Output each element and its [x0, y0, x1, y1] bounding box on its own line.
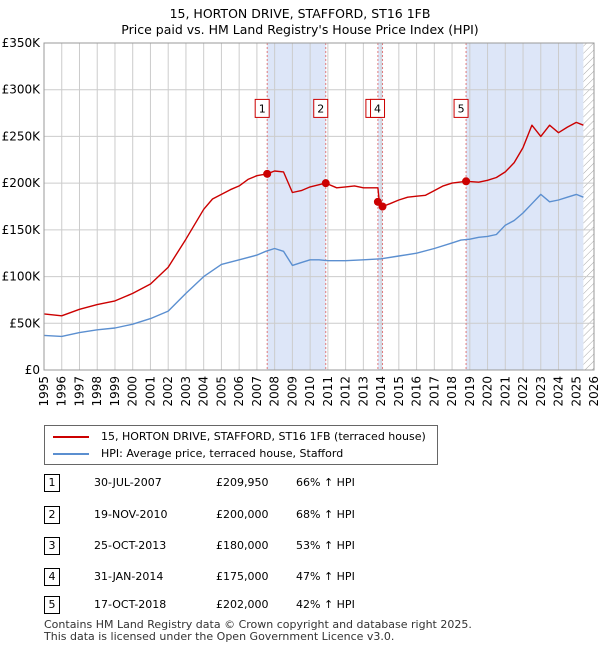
property-price-line	[43, 121, 584, 317]
x-tick-label: 2018	[445, 376, 459, 407]
sale-number-badge: 5	[44, 596, 60, 614]
sale-price: £180,000	[216, 539, 269, 552]
x-tick-label: 2000	[126, 376, 140, 407]
shaded-period	[466, 43, 584, 370]
sale-number-badge: 4	[44, 568, 60, 586]
sale-marker-box	[313, 98, 329, 118]
y-tick-label: £200K	[2, 176, 42, 190]
x-tick-label: 2014	[374, 376, 388, 407]
legend-swatch-property	[53, 436, 89, 438]
sale-marker-box	[254, 98, 270, 118]
x-tick-label: 2011	[321, 376, 335, 407]
sale-point	[321, 179, 330, 188]
shaded-period	[267, 43, 326, 370]
sale-point	[462, 177, 471, 186]
x-tick-label: 2015	[392, 376, 406, 407]
y-tick-label: £250K	[2, 129, 42, 143]
legend-label-property: 15, HORTON DRIVE, STAFFORD, ST16 1FB (te…	[101, 430, 426, 443]
x-tick-label: 2012	[339, 376, 353, 407]
x-tick-label: 2013	[356, 376, 370, 407]
x-tick-label: 2019	[463, 376, 477, 407]
sale-marker-label: 4	[374, 102, 381, 115]
sale-price: £209,950	[216, 476, 269, 489]
sale-number-badge: 1	[44, 474, 60, 492]
sale-date: 30-JUL-2007	[94, 476, 162, 489]
x-tick-label: 2021	[498, 376, 512, 407]
y-tick-label: £100K	[2, 270, 42, 284]
x-tick-label: 1996	[55, 376, 69, 407]
x-tick-label: 2003	[179, 376, 193, 407]
x-tick-label: 2005	[214, 376, 228, 407]
sale-row: 4 31-JAN-2014 £175,000 47% ↑ HPI	[44, 568, 444, 586]
x-tick-label: 2023	[534, 376, 548, 407]
sale-marker-label: 2	[317, 102, 324, 115]
sale-hpi-change: 53% ↑ HPI	[296, 539, 355, 552]
x-tick-label: 1999	[108, 376, 122, 407]
footer-licence: This data is licensed under the Open Gov…	[44, 630, 395, 643]
sale-hpi-change: 68% ↑ HPI	[296, 508, 355, 521]
sale-price: £200,000	[216, 508, 269, 521]
sale-number-badge: 3	[44, 537, 60, 555]
x-tick-label: 2001	[143, 376, 157, 407]
legend-item-property: 15, HORTON DRIVE, STAFFORD, ST16 1FB (te…	[53, 429, 426, 445]
sale-hpi-change: 42% ↑ HPI	[296, 598, 355, 611]
sale-number-badge: 2	[44, 506, 60, 524]
x-tick-label: 2024	[552, 376, 566, 407]
sale-row: 1 30-JUL-2007 £209,950 66% ↑ HPI	[44, 474, 444, 492]
legend-swatch-hpi	[53, 453, 89, 455]
x-tick-label: 1998	[90, 376, 104, 407]
price-chart: 12345 £0£50K£100K£150K£200K£250K£300K£35…	[2, 36, 600, 407]
forecast-hatch	[583, 43, 594, 370]
x-tick-label: 2008	[268, 376, 282, 407]
sale-marker-label: 1	[259, 102, 266, 115]
title-line-2: Price paid vs. HM Land Registry's House …	[121, 22, 479, 37]
plot-border	[43, 42, 595, 371]
sale-row: 3 25-OCT-2013 £180,000 53% ↑ HPI	[44, 537, 444, 555]
footer: Contains HM Land Registry data © Crown c…	[44, 619, 472, 643]
sale-point	[378, 202, 387, 211]
title-line-1: 15, HORTON DRIVE, STAFFORD, ST16 1FB	[169, 6, 431, 21]
x-tick-label: 2020	[481, 376, 495, 407]
sale-hpi-change: 47% ↑ HPI	[296, 570, 355, 583]
y-tick-label: £0	[25, 363, 40, 377]
sale-point	[263, 169, 272, 178]
sale-date: 17-OCT-2018	[94, 598, 167, 611]
sale-date: 31-JAN-2014	[94, 570, 164, 583]
legend-label-hpi: HPI: Average price, terraced house, Staf…	[101, 447, 344, 460]
chart-title: 15, HORTON DRIVE, STAFFORD, ST16 1FB Pri…	[0, 6, 600, 38]
x-tick-label: 2026	[587, 376, 600, 407]
x-tick-label: 2022	[516, 376, 530, 407]
footer-copyright: Contains HM Land Registry data © Crown c…	[44, 618, 472, 631]
sale-row: 2 19-NOV-2010 £200,000 68% ↑ HPI	[44, 506, 444, 524]
y-tick-label: £50K	[9, 316, 41, 330]
sale-marker-box	[370, 98, 386, 118]
x-tick-label: 2004	[197, 376, 211, 407]
y-tick-label: £300K	[2, 83, 42, 97]
y-tick-label: £350K	[2, 36, 42, 50]
x-tick-label: 1995	[37, 376, 51, 407]
sale-date: 25-OCT-2013	[94, 539, 167, 552]
sale-marker-label: 5	[458, 102, 465, 115]
sale-marker-box	[453, 98, 469, 118]
x-tick-label: 2025	[569, 376, 583, 407]
x-tick-label: 2009	[285, 376, 299, 407]
legend-item-hpi: HPI: Average price, terraced house, Staf…	[53, 446, 343, 462]
x-tick-label: 2010	[303, 376, 317, 407]
x-tick-label: 2017	[427, 376, 441, 407]
sale-price: £175,000	[216, 570, 269, 583]
y-tick-label: £150K	[2, 223, 42, 237]
hpi-line	[43, 193, 584, 338]
sale-row: 5 17-OCT-2018 £202,000 42% ↑ HPI	[44, 596, 444, 614]
sale-date: 19-NOV-2010	[94, 508, 168, 521]
legend: 15, HORTON DRIVE, STAFFORD, ST16 1FB (te…	[44, 425, 438, 465]
x-tick-label: 2007	[250, 376, 264, 407]
x-tick-label: 2002	[161, 376, 175, 407]
x-tick-label: 1997	[72, 376, 86, 407]
x-tick-label: 2006	[232, 376, 246, 407]
sale-price: £202,000	[216, 598, 269, 611]
sale-hpi-change: 66% ↑ HPI	[296, 476, 355, 489]
x-tick-label: 2016	[410, 376, 424, 407]
